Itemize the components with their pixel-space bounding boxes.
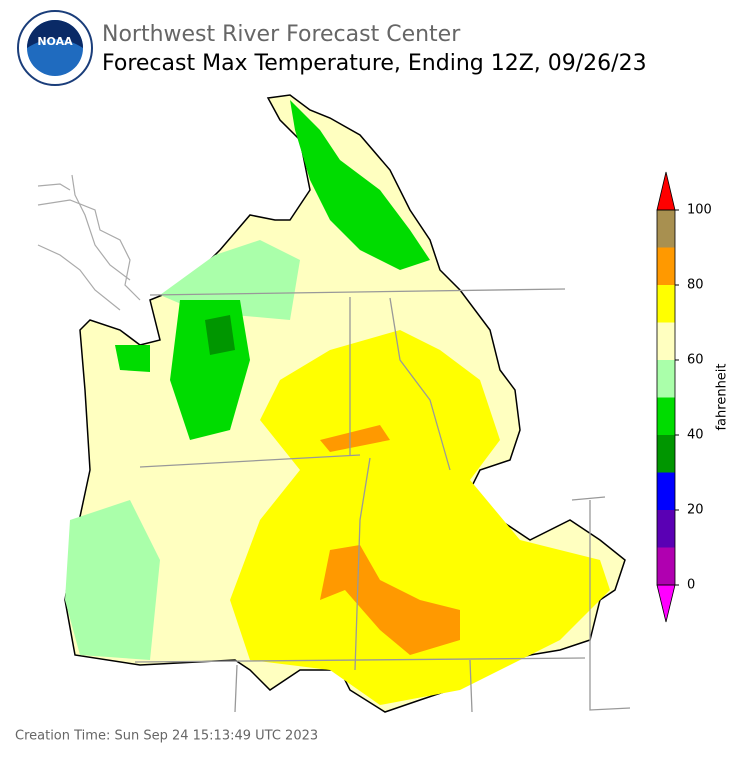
colorbar-frame <box>656 209 676 586</box>
map <box>37 94 631 713</box>
hot-zone <box>320 425 390 452</box>
cool-zone <box>290 100 430 270</box>
colorbar-tick-label: 20 <box>687 503 704 518</box>
colorbar-tick-label: 60 <box>687 353 704 368</box>
colorbar-over <box>656 171 676 211</box>
colorbar-under <box>656 584 676 623</box>
colorbar-segment <box>657 210 675 248</box>
cold-zone <box>205 315 235 355</box>
colorbar: 0 20 40 60 80 100 <box>656 171 712 623</box>
map-title: Forecast Max Temperature, Ending 12Z, 09… <box>102 51 647 76</box>
cool-zone <box>115 345 150 372</box>
colorbar-segment <box>657 547 675 585</box>
colorbar-segment <box>657 510 675 548</box>
colorbar-segment <box>657 472 675 510</box>
colorbar-label: fahrenheit <box>715 363 730 430</box>
noaa-logo: NOAA <box>17 10 93 86</box>
colorbar-segment <box>657 322 675 360</box>
colorbar-segment <box>657 435 675 473</box>
mild-zone <box>65 500 160 660</box>
agency-title: Northwest River Forecast Center <box>102 22 461 47</box>
colorbar-tick-label: 0 <box>687 578 695 593</box>
colorbar-tick-label: 40 <box>687 428 704 443</box>
colorbar-segment <box>657 285 675 323</box>
colorbar-segment <box>657 360 675 398</box>
colorbar-segment <box>657 247 675 285</box>
coastline <box>37 174 141 311</box>
borders <box>134 288 631 713</box>
hot-zone <box>320 545 460 655</box>
colorbar-segment <box>657 397 675 435</box>
colorbar-tick-label: 80 <box>687 278 704 293</box>
colorbar-tick-label: 100 <box>687 203 712 218</box>
warm-zone <box>230 330 610 705</box>
svg-text:NOAA: NOAA <box>37 35 73 48</box>
creation-time: Creation Time: Sun Sep 24 15:13:49 UTC 2… <box>15 729 318 744</box>
